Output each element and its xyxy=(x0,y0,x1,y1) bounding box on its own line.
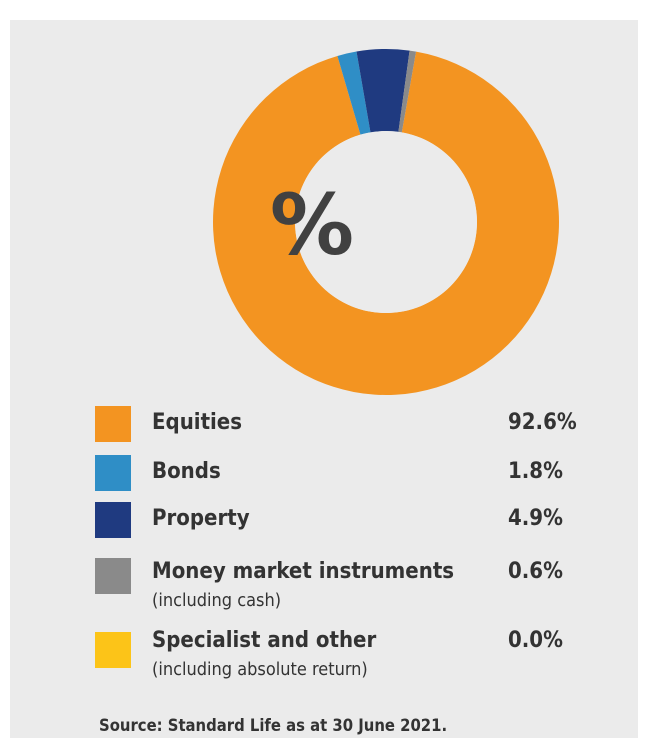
legend-swatch xyxy=(95,455,131,491)
legend-sublabel: (including cash) xyxy=(152,590,282,611)
slice-money-market-instruments xyxy=(398,50,417,133)
donut-chart xyxy=(212,48,559,395)
legend-label: Money market instruments xyxy=(152,559,455,584)
slice-property xyxy=(356,48,410,133)
legend-value: 92.6% xyxy=(508,410,577,435)
legend-swatch xyxy=(95,406,131,442)
legend-sublabel: (including absolute return) xyxy=(152,659,368,680)
center-label: % xyxy=(269,176,355,274)
slice-equities xyxy=(212,51,559,395)
legend-value: 0.6% xyxy=(508,559,563,584)
legend-value: 0.0% xyxy=(508,628,563,653)
legend-swatch xyxy=(95,632,131,668)
slice-bonds xyxy=(337,51,371,135)
legend-label: Bonds xyxy=(152,459,221,484)
donut-hole xyxy=(295,131,477,313)
legend-value: 4.9% xyxy=(508,506,563,531)
legend-label: Equities xyxy=(152,410,243,435)
legend-label: Specialist and other xyxy=(152,628,377,653)
legend-value: 1.8% xyxy=(508,459,563,484)
legend-label: Property xyxy=(152,506,250,531)
source-note: Source: Standard Life as at 30 June 2021… xyxy=(99,716,448,735)
legend-swatch xyxy=(95,502,131,538)
legend-swatch xyxy=(95,558,131,594)
